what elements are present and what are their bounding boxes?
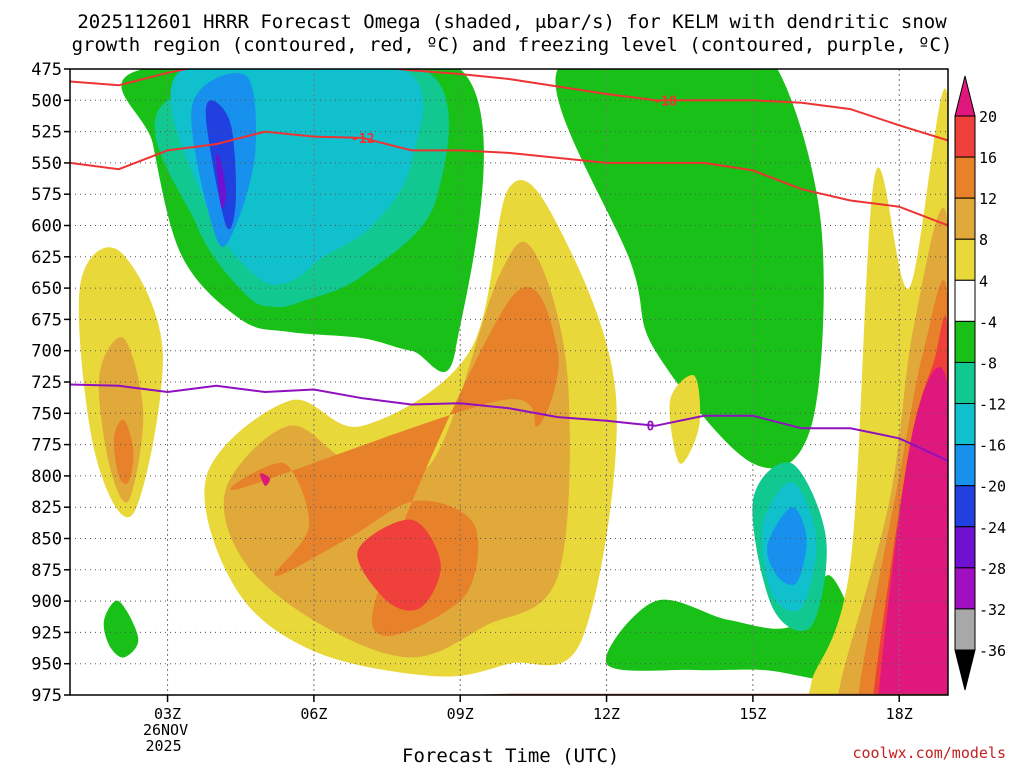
colorbar-box-6 [954, 361, 976, 405]
freezing-level-line [70, 383, 948, 462]
y-tick-label-850: 850 [31, 530, 62, 550]
y-tick-label-700: 700 [31, 342, 62, 362]
y-tick-label-600: 600 [31, 217, 62, 237]
colorbar-box-5 [954, 320, 976, 363]
colorbar-box-9 [954, 485, 976, 528]
omega-region-10 [767, 507, 807, 585]
colorbar-top-arrow [954, 75, 976, 117]
colorbar-label-13: -36 [979, 642, 1006, 660]
y-tick-label-500: 500 [31, 91, 62, 111]
omega-region-19 [260, 473, 271, 486]
omega-region-14 [113, 419, 134, 485]
y-tick-label-725: 725 [31, 373, 62, 393]
colorbar: 20 16 12 8 4 -4 -8 -12 -16 -20 -24 -28 -32 -36 [954, 75, 1006, 691]
y-tick-label-900: 900 [31, 592, 62, 612]
omega-region-6 [555, 69, 824, 469]
colorbar-box-11 [954, 567, 976, 610]
colorbar-label-12: -32 [979, 601, 1006, 619]
colorbar-label-3: 8 [979, 231, 988, 249]
y-axis: 475 500 525 550 575 600 625 650 675 700 725 750 775 8… [31, 60, 70, 706]
omega-shading [78, 69, 948, 695]
y-tick-label-650: 650 [31, 279, 62, 299]
colorbar-label-5: -4 [979, 313, 997, 331]
colorbar-label-6: -8 [979, 354, 997, 372]
colorbar-box-10 [954, 526, 976, 569]
colorbar-label-11: -28 [979, 560, 1006, 578]
colorbar-box-1 [954, 156, 976, 199]
x-tick-label-18Z: 18Z [886, 705, 913, 723]
colorbar-label-1: 16 [979, 149, 997, 167]
y-tick-label-825: 825 [31, 498, 62, 518]
y-tick-label-475: 475 [31, 60, 62, 80]
colorbar-label-9: -20 [979, 478, 1006, 496]
colorbar-box-4 [954, 279, 976, 322]
y-tick-label-550: 550 [31, 154, 62, 174]
dgz-contour-1-line [70, 130, 948, 227]
y-tick-label-575: 575 [31, 185, 62, 205]
y-tick-label-775: 775 [31, 436, 62, 456]
y-tick-label-675: 675 [31, 310, 62, 330]
colorbar-label-4: 4 [979, 272, 988, 290]
credit-text: coolwx.com/models [852, 744, 1006, 762]
contour-lines: -18 -12 0 [70, 69, 948, 462]
freezing-level-label: 0 [647, 419, 655, 434]
omega-region-11 [103, 600, 139, 658]
colorbar-box-2 [954, 197, 976, 240]
y-tick-label-525: 525 [31, 123, 62, 143]
omega-region-17 [230, 286, 559, 636]
chart-title-line2: growth region (contoured, red, ºC) and f… [71, 34, 953, 56]
colorbar-label-7: -12 [979, 396, 1006, 414]
x-tick-date: 26NOV [143, 721, 188, 739]
colorbar-box-7 [954, 403, 976, 446]
dgz-contour-1-label: -12 [351, 132, 374, 147]
dgz-contour-0-line [70, 69, 948, 142]
x-tick-label-06Z: 06Z [300, 705, 327, 723]
omega-region-5 [216, 153, 227, 209]
y-tick-label-875: 875 [31, 561, 62, 581]
colorbar-bottom-arrow [954, 649, 976, 691]
omega-region-18 [357, 519, 441, 611]
y-tick-label-950: 950 [31, 655, 62, 675]
y-tick-label-975: 975 [31, 686, 62, 706]
colorbar-box-8 [954, 444, 976, 487]
dgz-contour-0-label: -18 [653, 94, 677, 109]
y-tick-label-750: 750 [31, 404, 62, 424]
colorbar-box-12 [954, 608, 976, 651]
omega-region-25 [878, 367, 948, 695]
x-tick-label-03Z: 03Z [154, 705, 181, 723]
x-tick-label-12Z: 12Z [593, 705, 620, 723]
colorbar-label-2: 12 [979, 190, 997, 208]
chart-title-line1: 2025112601 HRRR Forecast Omega (shaded, … [77, 11, 947, 33]
x-tick-label-09Z: 09Z [447, 705, 474, 723]
colorbar-label-10: -24 [979, 519, 1006, 537]
x-tick-year: 2025 [145, 737, 181, 755]
x-tick-label-15Z: 15Z [739, 705, 766, 723]
grid-lines [70, 69, 948, 695]
y-tick-label-925: 925 [31, 623, 62, 643]
x-axis-title: Forecast Time (UTC) [402, 745, 620, 767]
colorbar-box-3 [954, 238, 976, 281]
colorbar-label-0: 20 [979, 108, 997, 126]
y-tick-label-625: 625 [31, 248, 62, 268]
colorbar-label-8: -16 [979, 437, 1006, 455]
y-tick-label-800: 800 [31, 467, 62, 487]
colorbar-box-0 [954, 115, 976, 158]
omega-region-7 [605, 575, 863, 683]
